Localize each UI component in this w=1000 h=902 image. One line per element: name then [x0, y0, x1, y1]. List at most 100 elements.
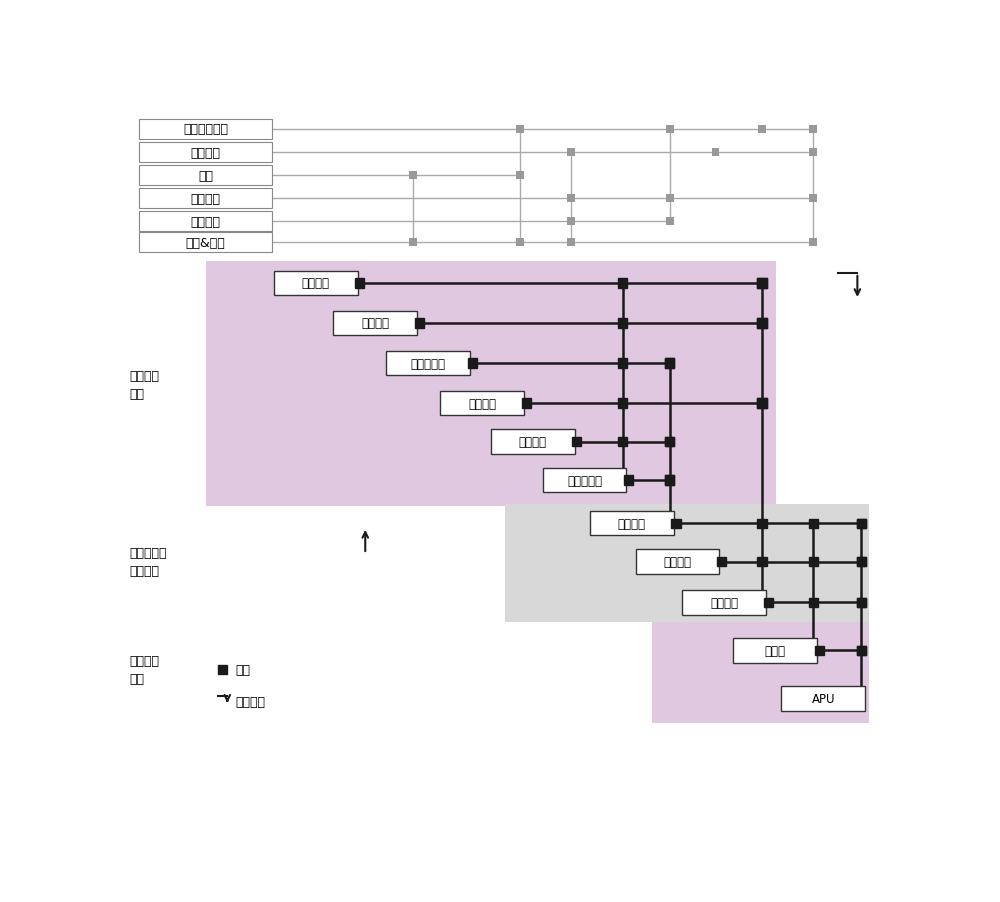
- Bar: [764, 598, 773, 607]
- Bar: [618, 399, 627, 409]
- Bar: [274, 272, 358, 296]
- Bar: [809, 149, 817, 157]
- Text: 气动载荷: 气动载荷: [191, 216, 221, 228]
- Bar: [757, 557, 767, 566]
- Text: 电源系统: 电源系统: [710, 596, 738, 609]
- Bar: [809, 519, 818, 529]
- Text: 起落架系统: 起落架系统: [567, 474, 602, 487]
- Bar: [567, 239, 574, 246]
- Text: 气源系统: 气源系统: [618, 517, 646, 530]
- Text: 能量消耗
系统: 能量消耗 系统: [129, 370, 159, 400]
- Text: 发动机: 发动机: [765, 644, 786, 657]
- Bar: [652, 622, 869, 723]
- Bar: [206, 262, 776, 507]
- Bar: [665, 437, 674, 446]
- Bar: [857, 519, 866, 529]
- Bar: [355, 279, 364, 289]
- Bar: [758, 126, 766, 133]
- Bar: [757, 319, 767, 328]
- Bar: [409, 172, 417, 179]
- Bar: [665, 476, 674, 485]
- Bar: [809, 557, 818, 566]
- Bar: [712, 149, 719, 157]
- Bar: [809, 598, 818, 607]
- Bar: [618, 319, 627, 328]
- Bar: [857, 557, 866, 566]
- Text: 交互方向: 交互方向: [235, 695, 265, 708]
- Text: 交互: 交互: [235, 663, 250, 676]
- Text: APU: APU: [812, 693, 835, 705]
- Bar: [505, 504, 869, 622]
- Bar: [857, 598, 866, 607]
- Bar: [522, 399, 531, 409]
- Bar: [781, 686, 865, 712]
- Text: 任务&环境: 任务&环境: [186, 236, 225, 249]
- Bar: [139, 166, 272, 186]
- Bar: [809, 195, 817, 203]
- Bar: [857, 646, 866, 655]
- Bar: [857, 646, 866, 655]
- Bar: [815, 646, 824, 655]
- Bar: [666, 195, 674, 203]
- Bar: [857, 598, 866, 607]
- Bar: [666, 218, 674, 226]
- Bar: [665, 359, 674, 368]
- Bar: [139, 233, 272, 253]
- Bar: [139, 143, 272, 163]
- Bar: [717, 557, 726, 566]
- Text: 飞机几何尺寸: 飞机几何尺寸: [183, 124, 228, 136]
- Bar: [618, 279, 627, 289]
- Bar: [218, 665, 227, 675]
- Text: 飞控系统: 飞控系统: [519, 436, 547, 448]
- Bar: [665, 359, 674, 368]
- Text: 能量转换与
分配系统: 能量转换与 分配系统: [129, 547, 166, 577]
- Bar: [757, 399, 767, 409]
- Bar: [733, 639, 817, 663]
- Bar: [590, 511, 674, 536]
- Bar: [857, 557, 866, 566]
- Bar: [618, 359, 627, 368]
- Text: 能量生成
系统: 能量生成 系统: [129, 654, 159, 686]
- Bar: [757, 279, 767, 289]
- Bar: [468, 359, 477, 368]
- Text: 座舱: 座舱: [198, 170, 213, 182]
- Bar: [440, 391, 524, 416]
- Text: 防除冰系统: 防除冰系统: [411, 357, 446, 370]
- Text: 机翼尺寸: 机翼尺寸: [191, 146, 221, 160]
- Bar: [757, 279, 767, 289]
- Text: 环控系统: 环控系统: [361, 318, 389, 330]
- Bar: [682, 591, 766, 615]
- Bar: [139, 120, 272, 140]
- Bar: [665, 437, 674, 446]
- Bar: [567, 195, 574, 203]
- Text: 燃油系统: 燃油系统: [468, 397, 496, 410]
- Text: 液压系统: 液压系统: [664, 556, 692, 568]
- Bar: [757, 519, 767, 529]
- Bar: [139, 189, 272, 209]
- Bar: [857, 519, 866, 529]
- Bar: [409, 239, 417, 246]
- Bar: [666, 126, 674, 133]
- Bar: [491, 429, 574, 455]
- Bar: [809, 126, 817, 133]
- Bar: [516, 239, 524, 246]
- Text: 客舱系统: 客舱系统: [302, 277, 330, 290]
- Bar: [567, 149, 574, 157]
- Bar: [757, 319, 767, 328]
- Bar: [333, 311, 417, 336]
- Bar: [572, 437, 581, 446]
- Bar: [139, 212, 272, 232]
- Bar: [809, 239, 817, 246]
- Bar: [415, 319, 424, 328]
- Text: 飞机重量: 飞机重量: [191, 192, 221, 206]
- Bar: [516, 126, 524, 133]
- Bar: [636, 549, 719, 575]
- Bar: [624, 476, 633, 485]
- Bar: [516, 172, 524, 179]
- Bar: [665, 476, 674, 485]
- Bar: [543, 468, 626, 492]
- Bar: [671, 519, 681, 529]
- Bar: [757, 399, 767, 409]
- Bar: [567, 218, 574, 226]
- Bar: [618, 437, 627, 446]
